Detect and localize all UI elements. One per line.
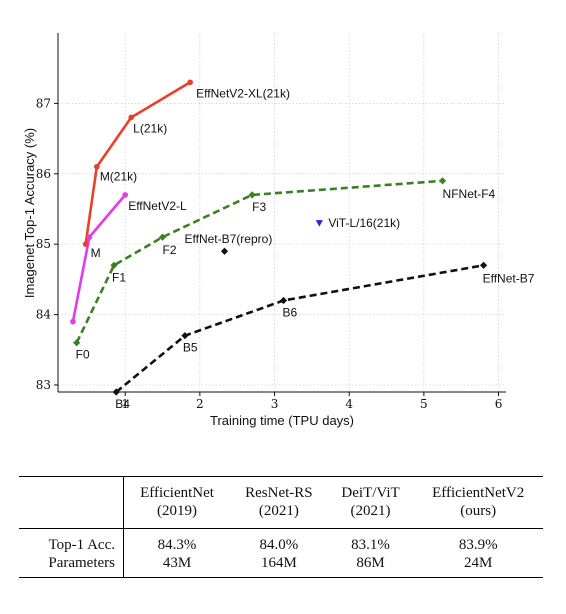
cell-top1-deit-vit: 83.1% [327, 528, 414, 554]
accuracy-vs-training-time-chart: 1 2 3 4 5 6 83 84 85 86 87 M M(21k) L(21k) EffNetV2-X… [22, 33, 535, 428]
x-axis-label: Training time (TPU days) [210, 413, 354, 428]
cell-params-efficientnetv2: 24M [413, 554, 543, 578]
header-efficientnet: EfficientNet [123, 476, 231, 502]
point-label: M [91, 246, 101, 260]
table-row: Parameters 43M 164M 86M 24M [19, 554, 543, 578]
point-label: EffNet-B7(repro) [185, 232, 273, 246]
x-tick-label: 6 [495, 397, 503, 411]
point-label: B4 [115, 397, 130, 411]
table-header-row-2: (2019) (2021) (2021) (ours) [19, 502, 543, 529]
data-point [279, 296, 288, 305]
cell-params-resnet-rs: 164M [230, 554, 328, 578]
y-axis-label: Imagenet Top-1 Accuracy (%) [22, 128, 37, 298]
data-point [94, 163, 100, 170]
data-point [248, 191, 256, 199]
comparison-table: EfficientNet ResNet-RS DeiT/ViT Efficien… [19, 476, 543, 578]
data-point [187, 79, 193, 86]
point-label: M(21k) [100, 170, 137, 184]
x-tick-label: 3 [271, 397, 279, 411]
data-point [112, 388, 120, 396]
point-label: B6 [282, 305, 297, 319]
point-label: F1 [112, 270, 126, 284]
header-efficientnet-year: (2019) [123, 502, 231, 529]
axes: 1 2 3 4 5 6 83 84 85 86 87 [36, 33, 506, 411]
header-deit-vit-year: (2021) [350, 503, 391, 519]
point-label: EffNet-B7 [483, 271, 535, 285]
cell-params-efficientnet: 43M [123, 554, 231, 578]
point-labels: M M(21k) L(21k) EffNetV2-XL(21k) EffNetV2-L F… [76, 86, 535, 411]
x-tick-label: 4 [345, 397, 353, 411]
series-line-3 [115, 264, 484, 394]
data-point [73, 339, 81, 347]
table-row: Top-1 Acc. 84.3% 84.0% 83.1% 83.9% [19, 528, 543, 554]
cell-top1-efficientnetv2: 83.9% [413, 528, 543, 554]
x-tick-label: 1 [121, 397, 129, 411]
y-tick-label: 85 [36, 237, 51, 251]
table-header-row-1: EfficientNet ResNet-RS DeiT/ViT Efficien… [19, 476, 543, 502]
data-point [128, 114, 134, 121]
point-label: F0 [76, 348, 90, 362]
data-point [86, 234, 93, 240]
header-efficientnetv2-note: (ours) [460, 503, 497, 519]
data-point [181, 332, 189, 340]
data-point [110, 261, 118, 269]
series-line-0 [84, 81, 191, 245]
header-deit-vit: DeiT/ViT [327, 476, 414, 502]
data-point [70, 318, 76, 325]
point-label: ViT-L/16(21k) [328, 216, 400, 230]
y-tick-label: 83 [36, 378, 51, 392]
point-label: NFNet-F4 [443, 187, 496, 201]
point-label: F2 [163, 243, 177, 257]
data-point [158, 233, 167, 241]
header-resnet-rs-year: (2021) [258, 503, 299, 519]
series-markers [70, 79, 488, 396]
header-efficientnetv2: EfficientNetV2 [413, 476, 543, 502]
point-label: F3 [252, 200, 266, 214]
data-point [480, 261, 488, 269]
y-tick-label: 86 [36, 167, 51, 181]
point-label: B5 [183, 341, 198, 355]
data-point [438, 177, 447, 185]
point-label: EffNetV2-XL(21k) [196, 86, 290, 100]
series-line-2 [75, 179, 443, 344]
row-label-params: Parameters [19, 554, 124, 578]
data-point [315, 220, 323, 227]
x-tick-label: 5 [420, 397, 428, 411]
point-label: L(21k) [133, 121, 167, 135]
point-label: EffNetV2-L [128, 199, 187, 213]
table-corner-2 [19, 502, 124, 529]
data-point [220, 247, 229, 255]
table-corner [19, 476, 124, 502]
y-tick-label: 84 [36, 308, 52, 322]
header-resnet-rs: ResNet-RS [230, 476, 328, 502]
data-point [82, 241, 89, 247]
x-tick-label: 2 [196, 397, 204, 411]
data-point [122, 192, 128, 198]
row-label-top1: Top-1 Acc. [19, 528, 124, 554]
grid [58, 33, 506, 392]
cell-top1-resnet-rs: 84.0% [230, 528, 328, 554]
y-tick-label: 87 [36, 96, 51, 110]
cell-top1-efficientnet: 84.3% [123, 528, 231, 554]
cell-params-deit-vit: 86M [327, 554, 414, 578]
